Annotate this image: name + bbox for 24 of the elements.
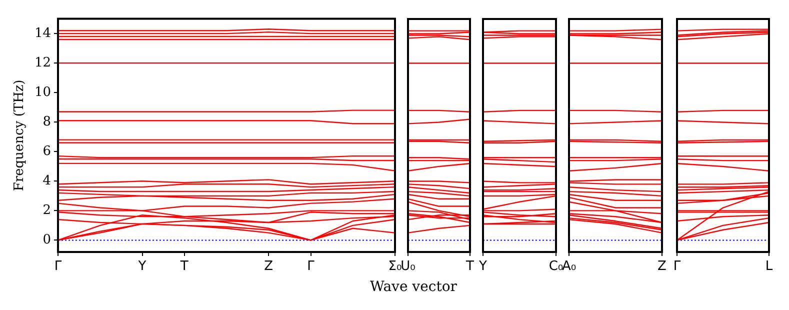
y-tick-label: 4 bbox=[42, 174, 51, 189]
x-tick-label: L bbox=[765, 259, 774, 274]
x-tick-label: Γ bbox=[307, 259, 316, 274]
x-tick-label: Z bbox=[264, 259, 274, 274]
y-tick-label: 10 bbox=[34, 84, 51, 100]
y-tick-label: 2 bbox=[42, 203, 51, 218]
y-tick-label: 12 bbox=[34, 55, 51, 70]
x-tick-label: C₀ bbox=[548, 259, 564, 274]
x-axis-title: Wave vector bbox=[369, 279, 458, 295]
x-tick-label: Γ bbox=[673, 259, 682, 274]
x-tick-label: Z bbox=[658, 259, 667, 274]
x-tick-label: T bbox=[465, 259, 474, 274]
x-tick-label: Σ₀ bbox=[388, 259, 402, 274]
y-tick-label: 8 bbox=[42, 114, 51, 130]
x-tick-label: Γ bbox=[54, 259, 62, 274]
y-tick-label: 14 bbox=[34, 26, 51, 41]
y-tick-label: 6 bbox=[42, 144, 51, 160]
x-tick-label: Y bbox=[137, 259, 146, 274]
x-tick-label: A₀ bbox=[562, 259, 576, 274]
x-tick-label: Y bbox=[478, 259, 488, 274]
y-tick-label: 0 bbox=[42, 232, 51, 248]
y-axis-title: Frequency (THz) bbox=[12, 80, 28, 192]
x-tick-label: T bbox=[179, 259, 188, 274]
x-tick-label: U₀ bbox=[400, 259, 416, 274]
